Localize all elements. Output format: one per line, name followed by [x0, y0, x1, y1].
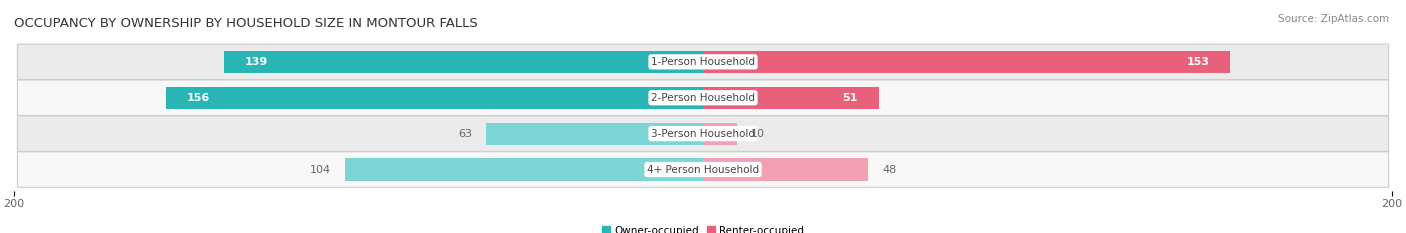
Legend: Owner-occupied, Renter-occupied: Owner-occupied, Renter-occupied	[598, 222, 808, 233]
Text: OCCUPANCY BY OWNERSHIP BY HOUSEHOLD SIZE IN MONTOUR FALLS: OCCUPANCY BY OWNERSHIP BY HOUSEHOLD SIZE…	[14, 17, 478, 30]
Text: 153: 153	[1187, 57, 1209, 67]
Text: 4+ Person Household: 4+ Person Household	[647, 164, 759, 175]
Bar	[486, 123, 703, 145]
Text: 1-Person Household: 1-Person Household	[651, 57, 755, 67]
FancyBboxPatch shape	[17, 116, 1389, 151]
Bar	[166, 87, 703, 109]
Text: Source: ZipAtlas.com: Source: ZipAtlas.com	[1278, 14, 1389, 24]
Text: 3-Person Household: 3-Person Household	[651, 129, 755, 139]
FancyBboxPatch shape	[17, 80, 1389, 116]
Bar	[703, 123, 738, 145]
Bar	[703, 158, 869, 181]
FancyBboxPatch shape	[17, 44, 1389, 80]
Text: 63: 63	[458, 129, 472, 139]
Text: 156: 156	[186, 93, 209, 103]
Text: 10: 10	[751, 129, 765, 139]
Text: 51: 51	[842, 93, 858, 103]
Text: 139: 139	[245, 57, 269, 67]
Bar	[703, 87, 879, 109]
FancyBboxPatch shape	[17, 152, 1389, 187]
Text: 2-Person Household: 2-Person Household	[651, 93, 755, 103]
Text: 104: 104	[309, 164, 330, 175]
Bar	[703, 51, 1230, 73]
Bar	[224, 51, 703, 73]
Bar	[344, 158, 703, 181]
Text: 48: 48	[882, 164, 897, 175]
